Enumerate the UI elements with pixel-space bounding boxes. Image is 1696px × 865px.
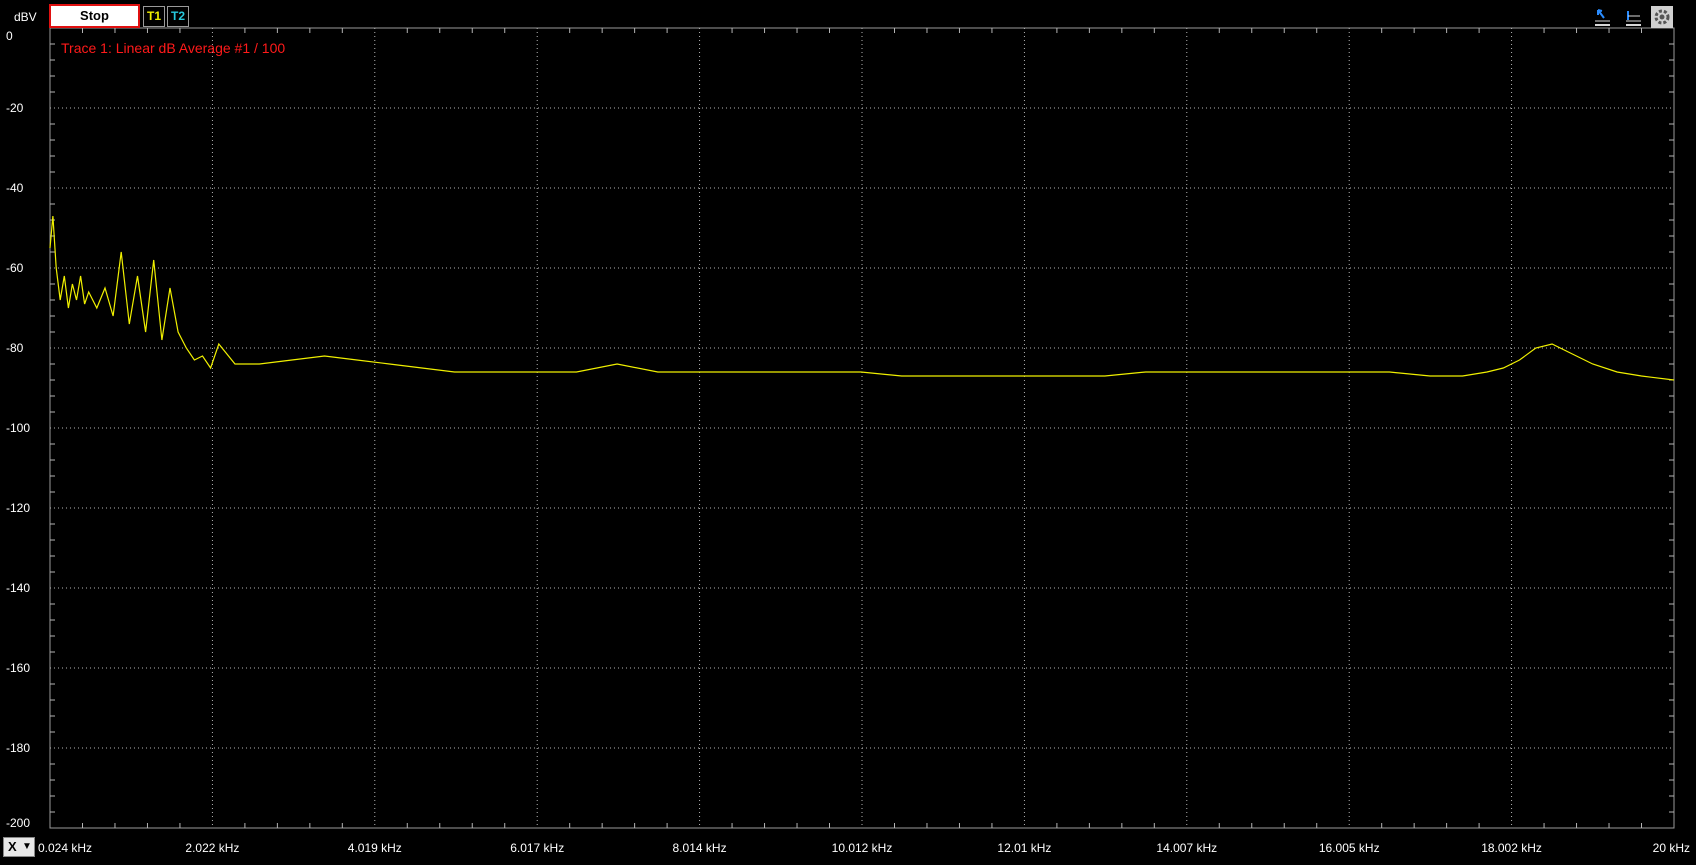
x-axis-dropdown[interactable]: X ▼ [3, 837, 35, 857]
y-tick-label: 0 [6, 29, 13, 43]
y-unit-label: dBV [14, 10, 37, 24]
x-tick-label: 6.017 kHz [510, 841, 564, 855]
x-tick-label: 20 kHz [1653, 841, 1690, 855]
trace-annotation: Trace 1: Linear dB Average #1 / 100 [61, 40, 285, 56]
x-tick-label: 18.002 kHz [1481, 841, 1542, 855]
y-tick-label: -80 [6, 341, 24, 355]
stop-button[interactable]: Stop [49, 4, 140, 28]
x-tick-label: 8.014 kHz [673, 841, 727, 855]
y-tick-label: -140 [6, 581, 30, 595]
x-tick-label: 14.007 kHz [1156, 841, 1217, 855]
y-tick-label: -160 [6, 661, 30, 675]
x-tick-label: 12.01 kHz [997, 841, 1051, 855]
y-tick-label: -40 [6, 181, 24, 195]
trace-1-line [49, 215, 1675, 381]
x-tick-label: 2.022 kHz [185, 841, 239, 855]
x-tick-label: 0.024 kHz [38, 841, 92, 855]
y-tick-label: -100 [6, 421, 30, 435]
marker-icon[interactable] [1591, 6, 1613, 28]
settings-icon[interactable] [1651, 6, 1673, 28]
y-tick-label: -180 [6, 741, 30, 755]
top-toolbar: dBV Stop T1 T2 [0, 0, 1696, 30]
baseline-icon[interactable] [1622, 6, 1644, 28]
chevron-down-icon: ▼ [22, 841, 32, 852]
x-tick-label: 10.012 kHz [832, 841, 893, 855]
trace-1-toggle[interactable]: T1 [143, 6, 165, 27]
y-tick-label: -60 [6, 261, 24, 275]
y-tick-label: -120 [6, 501, 30, 515]
x-tick-label: 16.005 kHz [1319, 841, 1380, 855]
x-axis-label: X [8, 839, 17, 854]
trace-2-toggle[interactable]: T2 [167, 6, 189, 27]
y-tick-label: -20 [6, 101, 24, 115]
x-tick-label: 4.019 kHz [348, 841, 402, 855]
y-tick-label: -200 [6, 816, 30, 830]
